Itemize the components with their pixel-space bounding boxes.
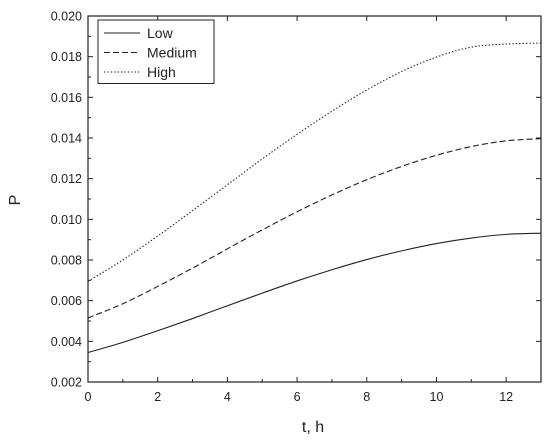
y-tick-label: 0.010 <box>51 213 82 227</box>
y-tick-label: 0.020 <box>51 10 82 24</box>
y-tick-label: 0.012 <box>51 172 82 186</box>
y-tick-label: 0.018 <box>51 50 82 64</box>
series-line-medium <box>87 138 542 319</box>
y-tick-label: 0.002 <box>51 376 82 390</box>
x-tick-label: 2 <box>154 390 161 404</box>
y-axis-ticks: 0.002 0.004 0.006 0.008 0.010 0.012 0.014 0.016… <box>51 10 541 390</box>
x-axis-ticks: 0 2 4 6 8 10 12 <box>85 16 542 404</box>
legend-label-medium: Medium <box>147 45 197 61</box>
x-tick-label: 6 <box>294 390 301 404</box>
series-line-high <box>87 42 542 282</box>
y-axis-title: P <box>7 195 24 206</box>
legend-label-high: High <box>147 64 176 80</box>
x-tick-label: 8 <box>363 390 370 404</box>
legend-box <box>97 19 215 84</box>
series-layer <box>87 42 542 354</box>
x-tick-label: 12 <box>499 390 513 404</box>
x-axis-title: t, h <box>302 419 324 436</box>
series-line-low <box>87 232 542 354</box>
legend: Low Medium High <box>97 19 215 84</box>
y-tick-label: 0.016 <box>51 91 82 105</box>
legend-label-low: Low <box>147 25 174 41</box>
y-tick-label: 0.014 <box>51 132 82 146</box>
y-tick-label: 0.008 <box>51 254 82 268</box>
y-tick-label: 0.004 <box>51 335 82 349</box>
x-tick-label: 10 <box>430 390 444 404</box>
y-tick-label: 0.006 <box>51 294 82 308</box>
x-tick-label: 4 <box>224 390 231 404</box>
x-tick-label: 0 <box>85 390 92 404</box>
